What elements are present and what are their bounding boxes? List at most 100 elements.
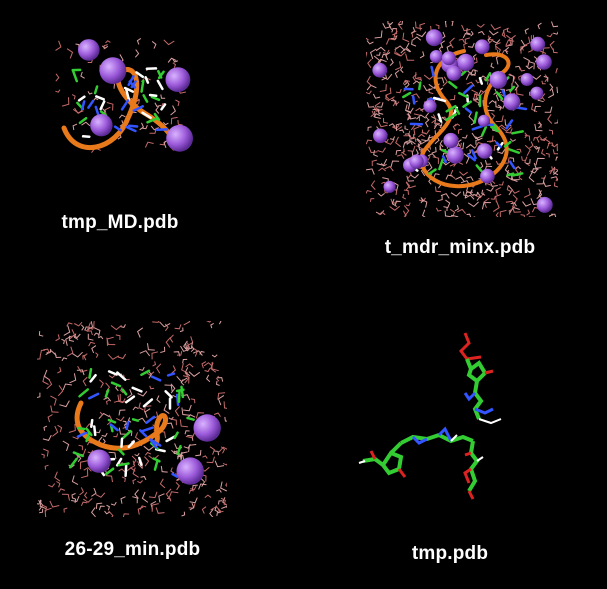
nucleotide-bond [144, 76, 150, 84]
nucleotide-bond [166, 372, 176, 377]
water-molecule [144, 408, 151, 418]
water-molecule [132, 467, 139, 478]
ion-sphere [446, 65, 462, 81]
water-molecule [190, 345, 195, 353]
nucleotide-bond [87, 99, 95, 109]
water-molecule [426, 161, 433, 173]
water-molecule [85, 423, 96, 430]
file-item-tmp-md[interactable]: tmp_MD.pdb [30, 20, 210, 250]
water-molecule [188, 489, 194, 494]
water-molecule [395, 122, 403, 131]
water-molecule [406, 175, 415, 182]
water-molecule [526, 209, 531, 216]
nucleotide-bond [149, 438, 158, 449]
nucleotide-bond [90, 418, 94, 428]
water-molecule [472, 57, 478, 65]
file-item-t-mdr-minx[interactable]: t_mdr_minx.pdb [350, 15, 570, 265]
water-molecule [370, 110, 375, 117]
water-molecule [74, 321, 83, 327]
nucleotide-bond [493, 123, 498, 132]
water-molecule [104, 106, 111, 116]
water-molecule [122, 420, 127, 425]
ion-sphere [536, 54, 552, 70]
nucleotide-bond [495, 141, 502, 148]
water-molecule [223, 401, 227, 409]
water-molecule [106, 337, 116, 346]
water-molecule [125, 467, 136, 472]
water-molecule [384, 189, 389, 194]
water-molecule [185, 431, 196, 439]
water-molecule [528, 171, 535, 183]
water-molecule [166, 497, 172, 502]
water-molecule [136, 417, 147, 424]
water-molecule [375, 46, 386, 52]
file-item-tmp[interactable]: tmp.pdb [345, 315, 555, 570]
water-molecule [450, 21, 454, 27]
water-molecule [127, 417, 132, 423]
file-item-26-29-min[interactable]: 26-29_min.pdb [25, 315, 240, 570]
water-molecule [142, 125, 148, 130]
water-molecule [106, 504, 110, 511]
nucleotide-bond [88, 392, 100, 400]
water-molecule [466, 176, 474, 182]
water-molecule [145, 371, 155, 376]
nucleotide-bond [141, 426, 155, 433]
water-molecule [508, 208, 514, 215]
nucleotide-bond [478, 76, 484, 85]
water-molecule [394, 101, 400, 105]
nucleotide-bond [473, 111, 478, 124]
water-molecule [171, 449, 178, 454]
water-molecule [481, 201, 491, 210]
water-molecule [416, 138, 428, 145]
ion-sphere [530, 86, 544, 100]
water-molecule [477, 30, 485, 36]
water-molecule [497, 124, 506, 129]
water-molecule [136, 327, 144, 338]
water-molecule [490, 24, 501, 31]
water-molecule [376, 51, 381, 56]
water-molecule [542, 47, 550, 55]
water-molecule [509, 157, 515, 163]
water-molecule [385, 94, 390, 102]
water-molecule [416, 138, 422, 147]
water-molecule [122, 513, 130, 517]
water-molecule [510, 202, 517, 207]
water-molecule [106, 102, 114, 111]
water-molecule [147, 343, 155, 351]
water-molecule [369, 198, 375, 202]
water-molecule [213, 412, 221, 417]
water-molecule [543, 75, 549, 82]
water-molecule [400, 48, 411, 54]
nucleotide-bond [142, 398, 154, 408]
water-molecule [167, 57, 177, 63]
water-molecule [72, 108, 84, 114]
water-molecule [390, 160, 400, 168]
ion-sphere [503, 93, 521, 111]
water-molecule [137, 480, 143, 484]
water-molecule [555, 68, 558, 74]
water-molecule [113, 393, 121, 403]
molecule-thumbnail-icon [55, 37, 193, 153]
ion-sphere [78, 39, 100, 61]
water-molecule [116, 416, 125, 422]
water-molecule [534, 123, 543, 132]
water-molecule [62, 383, 73, 391]
water-molecule [395, 88, 402, 94]
nucleotide-bond [441, 155, 447, 164]
water-molecule [552, 48, 558, 54]
water-molecule [95, 429, 101, 434]
water-molecule [405, 104, 412, 114]
water-molecule [80, 501, 88, 507]
nucleotide-bond [109, 423, 119, 432]
water-molecule [529, 141, 534, 149]
water-molecule [126, 389, 133, 399]
water-molecule [392, 28, 398, 36]
water-molecule [537, 22, 542, 30]
water-molecule [442, 76, 448, 87]
water-molecule [473, 191, 479, 196]
water-molecule [424, 119, 430, 128]
water-molecule [168, 416, 174, 420]
nucleotide-bond [445, 104, 457, 113]
water-molecule [370, 180, 376, 190]
water-molecule [535, 145, 540, 153]
